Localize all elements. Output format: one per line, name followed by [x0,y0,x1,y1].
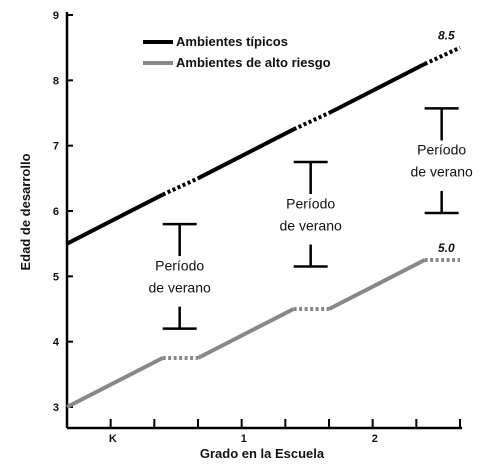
series-end-label: 8.5 [438,29,455,43]
y-tick-label: 6 [53,206,59,218]
y-tick-label: 5 [53,271,59,283]
annotations-layer: Período de verano Período de verano Período d… [149,107,473,330]
x-axis-title: Grado en la Escuela [200,446,325,461]
series-high-risk: 5.0 [66,241,460,409]
x-tick-label: K [109,433,117,445]
y-tick-label: 7 [53,141,59,153]
summer-period-annotation: Período de verano [149,222,211,330]
annotation-text-line: de verano [280,217,342,233]
series-solid-segment [197,127,295,181]
annotation-text-line: de verano [411,164,473,180]
series-solid-segment [328,258,426,311]
y-tick-label: 9 [53,10,59,22]
legend-label-typical: Ambientes típicos [176,34,288,49]
series-dotted-segment [292,111,330,132]
annotation-text-line: Período [155,257,204,273]
y-tick-label: 4 [53,337,60,349]
x-tick-label: 2 [372,433,378,445]
series-solid-segment [197,307,295,360]
y-tick-label: 3 [53,402,59,414]
series-end-label: 5.0 [438,241,455,255]
series-solid-segment [66,192,164,246]
series-typical: 8.5 [66,29,461,246]
summer-period-annotation: Período de verano [411,107,473,215]
annotation-text-line: de verano [149,279,211,295]
series-dotted-segment [161,176,199,197]
legend: Ambientes típicos Ambientes de alto ries… [143,34,331,70]
series-solid-segment [328,62,426,115]
y-tick-label: 8 [53,75,59,87]
annotation-text-line: Período [417,142,466,158]
series-dotted-segment [423,45,461,66]
summer-period-annotation: Período de verano [280,160,342,268]
axes: 3 4 5 6 7 8 9 K 1 2 [53,10,462,445]
legend-label-high-risk: Ambientes de alto riesgo [176,55,331,70]
annotation-text-line: Período [286,195,335,211]
series-layer: 8.5 5.0 [66,29,461,409]
y-axis-title: Edad de desarrollo [18,153,33,270]
series-solid-segment [66,356,164,409]
x-tick-label: 1 [241,433,247,445]
